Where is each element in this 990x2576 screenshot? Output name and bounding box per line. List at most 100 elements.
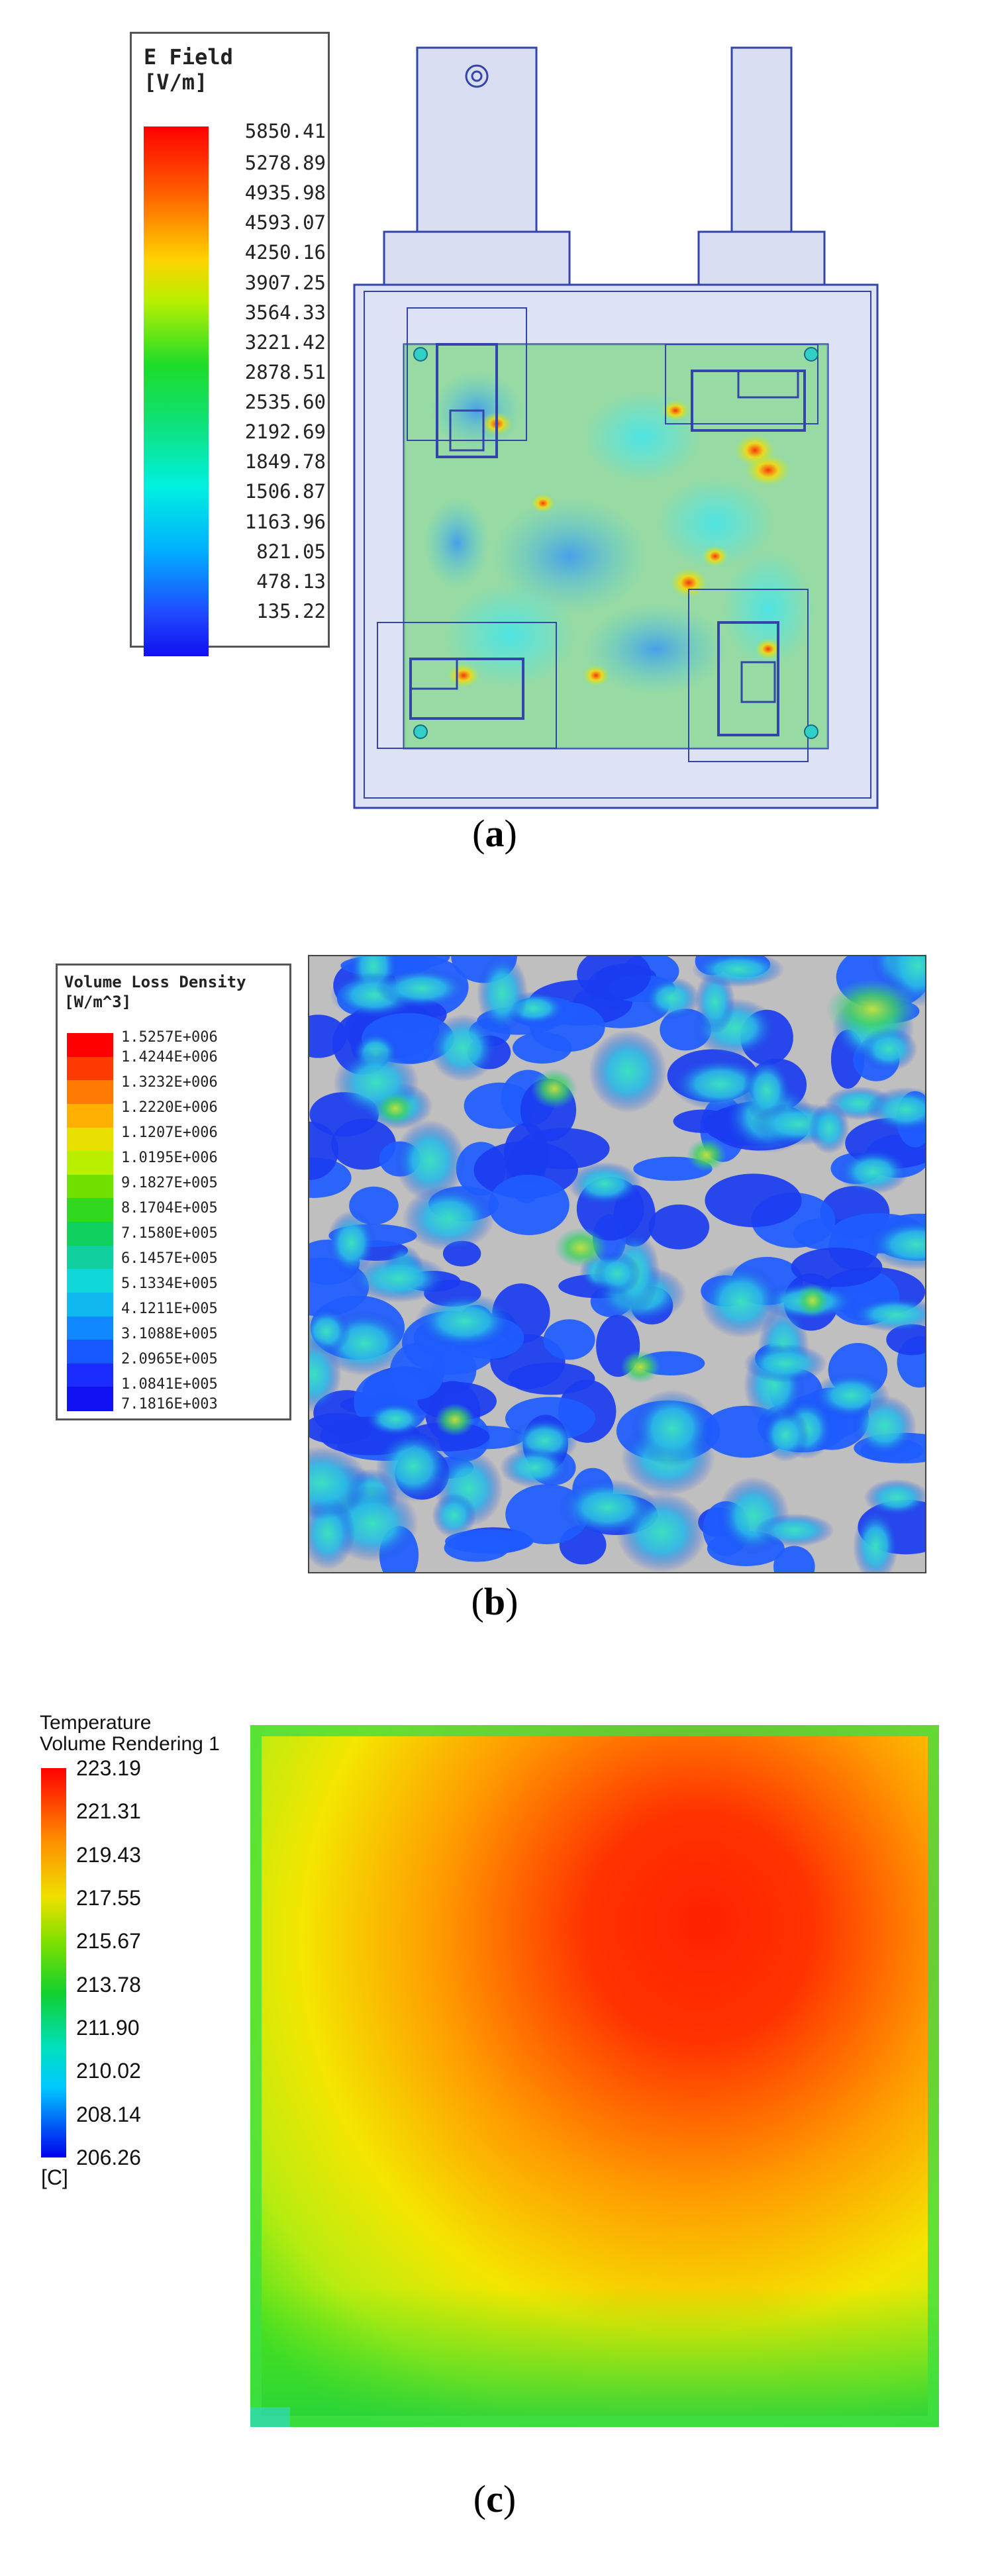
temperature-legend-label: 208.14 [76,2102,141,2126]
e-field-legend: E Field [V/m] 5850.41 5278. [130,32,330,656]
loss-density-low-region [488,1174,569,1236]
volume-loss-density-color-step [67,1198,113,1222]
loss-density-mid-region [500,1447,570,1488]
volume-loss-density-color-step [67,1080,113,1105]
loss-density-high-region [375,1092,415,1125]
volume-loss-density-legend-label: 1.3232E+006 [121,1074,218,1091]
loss-density-mid-region [866,1087,925,1132]
volume-loss-density-legend-label: 3.1088E+005 [121,1326,218,1342]
e-field-legend-label: 3564.33 [244,301,326,324]
volume-loss-density-legend-label: 1.5257E+006 [121,1029,218,1046]
loss-density-low-region [773,1546,815,1572]
volume-loss-density-legend-label: 1.4244E+006 [121,1049,218,1065]
loss-density-mid-region [644,977,700,1020]
loss-density-mid-region [349,1254,448,1303]
volume-loss-density-legend-label: 2.0965E+005 [121,1351,218,1367]
loss-density-mid-region [402,1185,495,1251]
loss-density-low-region [577,956,652,1001]
loss-density-low-region [309,1015,347,1058]
temperature-legend-unit: [C] [41,2165,68,2189]
volume-loss-density-color-step [67,1127,113,1152]
loss-density-mid-region [852,1395,916,1458]
volume-loss-density-color-step [67,1316,113,1340]
loss-density-high-region [826,979,918,1039]
loss-density-low-region [543,1319,595,1360]
loss-density-high-region [531,1069,577,1109]
temperature-legend-label: 215.67 [76,1929,141,1954]
loss-density-mid-region [395,1120,466,1201]
volume-loss-density-legend-label: 1.1207E+006 [121,1124,218,1141]
e-field-legend-label: 2878.51 [244,360,326,383]
loss-density-mid-region [809,1103,850,1154]
loss-density-mid-region [326,1210,376,1275]
loss-density-mid-region [853,1509,899,1572]
volume-loss-density-legend-label: 1.2220E+006 [121,1099,218,1116]
loss-density-mid-region [568,1162,642,1206]
loss-density-high-region [796,1284,829,1317]
temperature-legend-label: 219.43 [76,1842,141,1867]
volume-loss-density-legend-label: 1.0195E+006 [121,1150,218,1166]
panel-a: E Field [V/m] 5850.41 5278. [0,0,990,914]
loss-density-low-region [309,1121,338,1180]
volume-loss-density-color-bar [67,1033,113,1411]
loss-density-mid-region [428,1014,497,1082]
volume-loss-density-color-step [67,1056,113,1081]
e-field-legend-label: 3221.42 [244,330,326,354]
e-field-legend-label: 3907.25 [244,271,326,294]
volume-loss-density-legend: Volume Loss Density [W/m^3] 1.5257E+006 1… [56,964,291,1420]
e-field-legend-label: 135.22 [256,599,326,622]
loss-density-mid-region [375,1431,451,1502]
loss-density-field-high [375,979,918,1436]
volume-loss-density-legend-label: 5.1334E+005 [121,1275,218,1292]
temperature-legend-title: Temperature [40,1712,152,1734]
e-field-legend-label: 5278.89 [244,152,326,174]
loss-density-high-region [687,1138,726,1171]
loss-density-low-region [705,1173,802,1228]
loss-density-mid-region [365,1402,426,1436]
temperature-volume-rendering [250,1725,939,2427]
volume-loss-density-legend-label: 9.1827E+005 [121,1175,218,1191]
loss-density-low-region [648,1204,710,1250]
loss-density-high-region [435,1403,475,1436]
volume-loss-density-color-step [67,1103,113,1128]
loss-density-mid-region [589,1030,668,1113]
loss-density-low-region [309,1412,373,1444]
e-field-legend-label: 821.05 [256,540,326,563]
loss-density-mid-region [691,956,785,987]
panel-c-caption: (c) [473,2477,517,2520]
temperature-legend-label: 206.26 [76,2146,141,2169]
volume-loss-density-color-step [67,1033,113,1058]
loss-density-mid-region [867,1219,925,1270]
loss-density-mid-region [309,1446,369,1520]
volume-loss-density-view [308,955,926,1573]
volume-loss-density-color-step [67,1245,113,1269]
temperature-color-bar [41,1768,66,2157]
e-field-legend-label: 2535.60 [244,391,326,413]
temperature-legend-label: 210.02 [76,2059,141,2083]
loss-density-mid-region [375,968,468,1009]
loss-density-mid-region [762,1408,810,1462]
volume-loss-density-legend-label: 7.1816E+003 [121,1396,218,1412]
panel-a-caption: (a) [472,812,517,855]
loss-density-field-mid [309,956,925,1572]
loss-density-mid-region [432,1493,476,1538]
volume-loss-density-color-step [67,1151,113,1175]
panel-c-caption-letter: c [486,2477,503,2520]
loss-density-low-region [444,1534,510,1562]
temperature-legend-label: 221.31 [76,1799,141,1824]
loss-density-mid-region [838,1149,909,1195]
e-field-legend-label: 1506.87 [244,480,326,503]
volume-loss-density-legend-label: 6.1457E+005 [121,1250,218,1267]
loss-density-mid-region [864,1479,925,1516]
e-field-legend-unit: [V/m] [144,70,208,95]
volume-loss-density-legend-unit: [W/m^3] [64,993,132,1011]
volume-loss-density-legend-label: 1.0841E+005 [121,1376,218,1393]
loss-density-mid-region [850,1297,925,1332]
e-field-legend-label: 2192.69 [244,421,326,444]
loss-density-low-region [886,1324,925,1356]
volume-loss-density-legend-title: Volume Loss Density [W/m^3] [64,972,246,1012]
e-field-legend-title-line1: E Field [144,44,233,70]
volume-loss-density-color-step [67,1387,113,1411]
volume-loss-density-legend-label: 8.1704E+005 [121,1200,218,1216]
e-field-legend-title: E Field [V/m] [144,44,233,95]
